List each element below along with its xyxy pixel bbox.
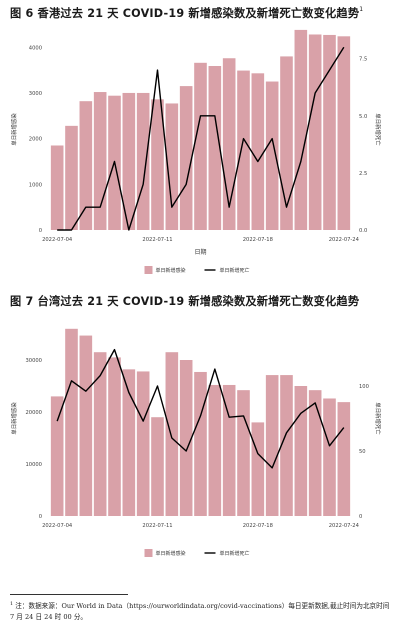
y2-axis-label: 单日新增死亡 xyxy=(374,113,382,146)
x-tick-label: 2022-07-04 xyxy=(42,523,73,529)
infection-bar xyxy=(308,390,322,516)
y2-tick-label: 7.5 xyxy=(359,57,367,63)
infection-bar xyxy=(179,86,193,230)
legend-swatch-infection xyxy=(144,266,153,274)
x-tick-label: 2022-07-04 xyxy=(42,237,73,243)
y2-tick-label: 2.5 xyxy=(359,171,367,177)
legend-label-death: 单日新增死亡 xyxy=(220,267,250,274)
y2-tick-label: 100 xyxy=(359,384,369,390)
figure-6-title: 图 6 香港过去 21 天 COVID-19 新增感染数及新增死亡数变化趋势1 xyxy=(10,6,364,20)
y-tick-label: 1000 xyxy=(29,182,42,188)
legend-label-infection: 单日新增感染 xyxy=(156,267,186,274)
footnote-divider xyxy=(10,594,128,595)
infection-bar xyxy=(280,56,293,230)
footnote-marker: 1 xyxy=(359,6,364,13)
infection-bar xyxy=(79,335,93,516)
infection-bar xyxy=(337,402,351,516)
infection-bar xyxy=(50,145,64,230)
infection-bar xyxy=(151,417,164,516)
y-axis-label: 单日新增感染 xyxy=(10,113,18,146)
y2-tick-label: 50 xyxy=(359,449,366,455)
infection-bar xyxy=(165,103,179,230)
infection-bar xyxy=(237,390,250,516)
y-tick-label: 10000 xyxy=(25,462,42,468)
y-tick-label: 3000 xyxy=(29,91,42,97)
infection-bar xyxy=(251,73,265,230)
infection-bar xyxy=(93,92,107,230)
infection-bar xyxy=(93,352,107,516)
figure-7-title: 图 7 台湾过去 21 天 COVID-19 新增感染数及新增死亡数变化趋势 xyxy=(10,295,360,308)
infection-bar xyxy=(265,81,279,230)
infection-bar xyxy=(50,396,64,516)
x-tick-label: 2022-07-11 xyxy=(142,523,172,529)
x-tick-label: 2022-07-24 xyxy=(329,523,360,529)
hong-kong-covid-chart: 0 1000 2000 3000 4000 0.0 2.5 5.0 7.5 2022-07-04 2… xyxy=(10,29,382,274)
infection-bar xyxy=(265,375,279,516)
x-axis-label: 日期 xyxy=(194,248,206,256)
y-tick-label: 4000 xyxy=(29,45,42,51)
x-tick-label: 2022-07-18 xyxy=(243,237,273,243)
infection-bar xyxy=(337,36,351,231)
y-tick-label: 30000 xyxy=(25,358,42,364)
x-tick-label: 2022-07-18 xyxy=(243,523,273,529)
infection-bar xyxy=(136,371,150,516)
infection-bar xyxy=(251,422,265,516)
infection-bar xyxy=(294,29,308,230)
infection-bar xyxy=(108,357,121,516)
infection-bar xyxy=(65,328,78,516)
death-line xyxy=(57,46,345,231)
y-tick-label: 0 xyxy=(39,228,42,234)
infection-bar xyxy=(122,92,136,230)
infection-bar xyxy=(151,99,164,230)
y2-tick-label: 0 xyxy=(359,514,362,520)
y-tick-label: 2000 xyxy=(29,137,42,143)
y2-tick-label: 0.0 xyxy=(359,228,367,234)
infection-bar xyxy=(179,360,193,516)
infection-bar xyxy=(65,125,78,230)
footnote-mark: 1 xyxy=(10,601,14,607)
legend-label-infection: 单日新增感染 xyxy=(156,550,186,557)
infection-bar xyxy=(208,384,222,516)
infection-bar xyxy=(194,371,207,516)
infection-bar xyxy=(165,352,179,516)
infection-bar xyxy=(208,66,222,230)
infection-bar xyxy=(122,369,136,516)
infection-bar xyxy=(136,92,150,230)
y2-axis-label: 单日新增死亡 xyxy=(374,402,382,435)
infection-bar xyxy=(237,70,250,230)
infection-bar xyxy=(308,34,322,231)
taiwan-covid-chart: 0 10000 20000 30000 0 50 100 2022-07-04 2022-07-… xyxy=(10,328,382,557)
footnote-text: 注：数据来源：Our World in Data（https://ourworl… xyxy=(10,602,390,621)
y2-tick-label: 5.0 xyxy=(359,114,367,120)
infection-bar xyxy=(222,384,236,516)
x-tick-label: 2022-07-11 xyxy=(142,237,172,243)
infection-bar xyxy=(294,386,308,516)
y-tick-label: 0 xyxy=(39,514,42,520)
infection-bar xyxy=(79,101,93,231)
legend-label-death: 单日新增死亡 xyxy=(220,550,250,557)
infection-bar xyxy=(194,62,207,230)
infection-bar xyxy=(323,34,336,230)
infection-bar xyxy=(280,375,293,516)
death-line xyxy=(56,348,345,469)
footnote: 1 注：数据来源：Our World in Data（https://ourwo… xyxy=(10,599,395,622)
legend-swatch-infection xyxy=(144,549,153,557)
y-axis-label: 单日新增感染 xyxy=(10,402,18,435)
y-tick-label: 20000 xyxy=(25,410,42,416)
infection-bar xyxy=(323,398,336,516)
x-tick-label: 2022-07-24 xyxy=(329,237,360,243)
